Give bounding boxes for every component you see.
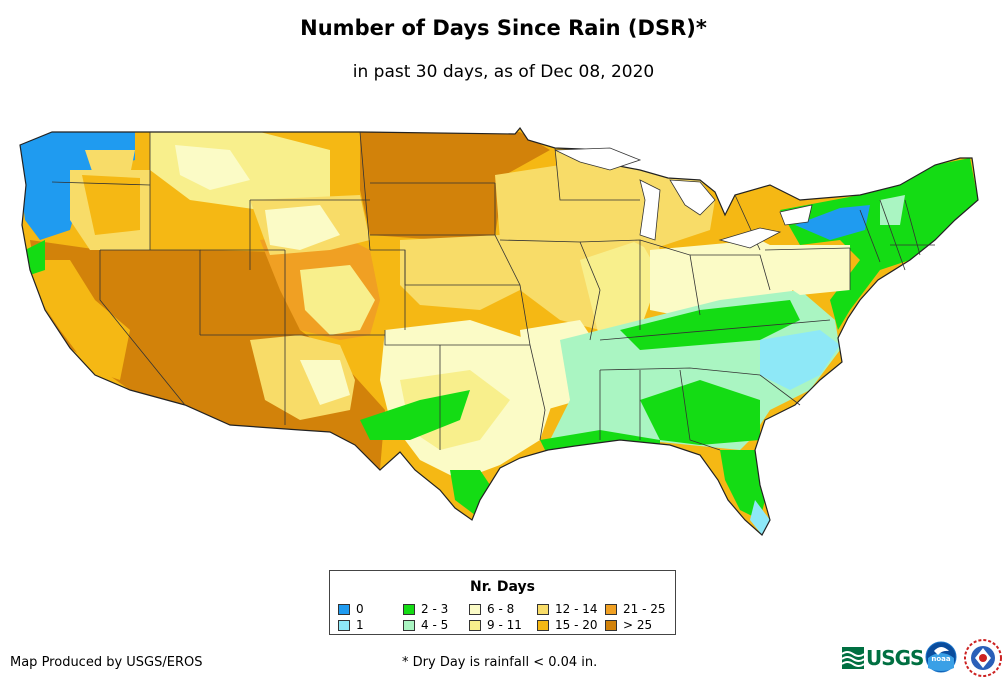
legend-label: 6 - 8 (487, 602, 515, 616)
legend-item-2: 2 - 3 (403, 602, 448, 616)
legend-label: 1 (356, 618, 364, 632)
legend-label: 15 - 20 (555, 618, 598, 632)
legend-item-9: > 25 (605, 618, 652, 632)
us-outline (19, 126, 979, 536)
map-credit: Map Produced by USGS/EROS (10, 655, 203, 670)
legend-label: 9 - 11 (487, 618, 522, 632)
legend-label: 2 - 3 (421, 602, 449, 616)
legend-item-0: 0 (338, 602, 364, 616)
svg-text:noaa: noaa (931, 655, 951, 663)
dry-day-footnote: * Dry Day is rainfall < 0.04 in. (402, 655, 598, 670)
legend: Nr. Days 0 1 2 - 3 4 - 5 6 - 8 9 - 11 12… (329, 570, 676, 635)
dsr-raster (20, 128, 978, 535)
legend-label: > 25 (623, 618, 653, 632)
state-borders (51, 131, 935, 451)
nws-logo (964, 639, 1002, 677)
legend-swatch (403, 619, 415, 631)
legend-item-8: 21 - 25 (605, 602, 666, 616)
legend-item-3: 4 - 5 (403, 618, 448, 632)
legend-item-5: 9 - 11 (469, 618, 522, 632)
usgs-wave-icon (842, 647, 864, 669)
legend-swatch (403, 603, 415, 615)
legend-item-6: 12 - 14 (537, 602, 598, 616)
noaa-logo: noaa (925, 641, 957, 673)
legend-label: 4 - 5 (421, 618, 449, 632)
legend-swatch (469, 619, 481, 631)
usgs-logo-text: USGS (866, 646, 924, 670)
legend-swatch (338, 619, 350, 631)
map-subtitle: in past 30 days, as of Dec 08, 2020 (352, 62, 655, 82)
legend-swatch (537, 603, 549, 615)
legend-item-4: 6 - 8 (469, 602, 514, 616)
legend-label: 21 - 25 (623, 602, 666, 616)
legend-swatch (537, 619, 549, 631)
legend-item-7: 15 - 20 (537, 618, 598, 632)
great-lakes (554, 147, 813, 249)
legend-label: 12 - 14 (555, 602, 598, 616)
legend-swatch (605, 619, 617, 631)
legend-item-1: 1 (338, 618, 364, 632)
legend-title: Nr. Days (470, 579, 535, 595)
legend-label: 0 (356, 602, 364, 616)
legend-swatch (338, 603, 350, 615)
legend-swatch (605, 603, 617, 615)
usgs-logo: USGS (842, 644, 924, 672)
map-title: Number of Days Since Rain (DSR)* (300, 16, 707, 40)
legend-swatch (469, 603, 481, 615)
